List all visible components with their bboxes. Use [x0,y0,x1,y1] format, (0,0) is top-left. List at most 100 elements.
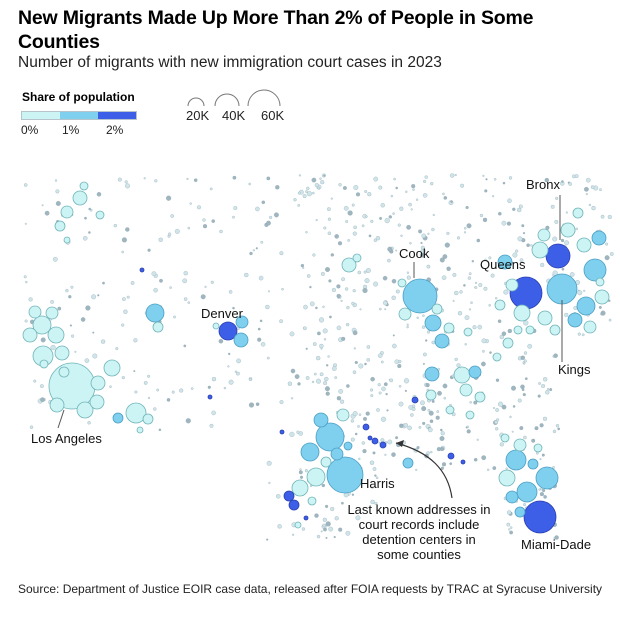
county-bubble [549,324,561,336]
county-dot [554,219,559,224]
county-dot [322,305,325,308]
size-arc-20k [187,97,205,107]
county-dot [550,204,555,209]
county-dot [167,232,172,236]
county-bubble [233,332,249,348]
county-dot [301,527,306,531]
county-dot [495,408,499,412]
county-dot [133,338,138,343]
county-dot [325,267,330,272]
county-dot [523,503,526,507]
county-dot [266,220,271,226]
county-dot [183,297,188,301]
county-dot [609,252,614,256]
county-bubble [465,410,475,420]
county-dot [373,176,379,182]
county-bubble [341,257,357,273]
county-dot [506,522,511,527]
county-dot [323,174,326,177]
county-dot [501,331,507,336]
county-dot [257,337,262,342]
county-dot [265,304,270,310]
county-dot [436,410,440,413]
county-dot [457,311,463,316]
county-bubble [212,322,220,330]
county-dot [407,425,412,431]
county-dot [328,526,334,532]
county-dot [452,272,457,277]
county-dot [423,352,427,357]
county-dot [415,198,419,201]
county-dot [40,384,44,388]
county-dot [449,462,453,466]
county-dot [183,344,187,348]
county-dot [369,460,375,465]
county-dot [573,306,578,310]
county-dot [358,457,361,461]
county-bubble [320,456,332,468]
county-dot [323,226,327,230]
county-dot [540,262,545,268]
county-dot [403,378,410,384]
county-dot [320,530,323,533]
county-dot [600,312,604,316]
county-dot [323,527,327,532]
county-dot [147,248,151,252]
county-dot [92,353,98,359]
county-dot [398,401,404,407]
county-dot [466,223,472,229]
county-dot [425,383,430,388]
county-dot [422,362,425,365]
county-dot [69,324,72,327]
county-bubble [443,322,455,334]
county-dot [415,468,418,471]
county-dot [373,281,379,287]
county-dot [355,515,361,521]
annotation-line-4: some counties [377,547,461,562]
county-dot [289,331,295,337]
county-bubble [283,490,295,502]
annotation-arrowhead [396,440,404,447]
county-dot [309,285,312,289]
county-dot [481,338,487,344]
county-dot [492,195,495,198]
county-bubble [545,243,571,269]
county-dot [418,229,423,234]
leader-lines [57,195,563,429]
county-dot [309,301,315,307]
county-dot [487,468,490,471]
county-dot [499,334,504,340]
county-dot [495,378,500,382]
county-dot [542,488,546,493]
county-dot [542,416,548,421]
county-dot [234,370,238,373]
county-bubble [76,401,94,419]
county-dot [304,469,308,473]
county-dot [541,384,546,388]
county-bubble [313,412,329,428]
county-bubble [145,303,165,323]
county-dot [84,358,90,363]
county-dot [166,195,172,201]
label-harris: Harris [360,476,395,491]
county-bubble [583,258,607,282]
county-dot [331,366,337,371]
county-dot [74,350,77,353]
county-dot [555,196,559,200]
county-dot [534,426,539,431]
county-dot [361,224,365,228]
county-dot [260,240,264,244]
county-dot [52,256,58,262]
county-dot [423,179,427,183]
county-dot [169,286,172,289]
county-dot [463,231,467,234]
county-dot [233,206,238,210]
county-dot [183,271,188,276]
county-dot [311,380,315,384]
county-dot [84,216,87,220]
county-dot [538,382,541,385]
county-dot [190,387,194,390]
county-dot [330,506,335,512]
county-dot [124,180,128,184]
county-dot [151,271,157,277]
